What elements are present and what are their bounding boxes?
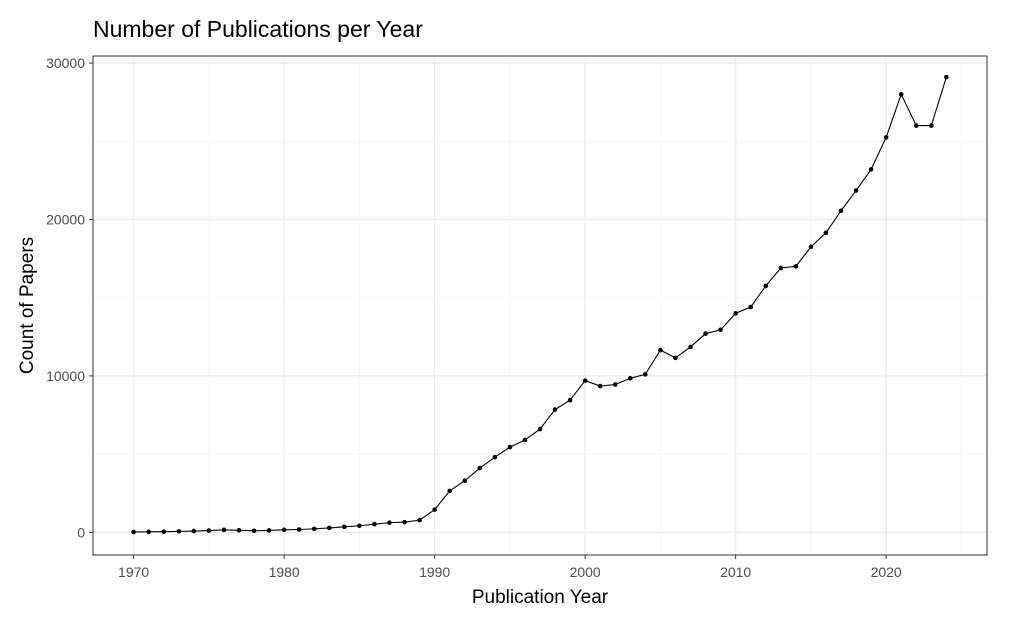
- data-point: [763, 283, 769, 289]
- data-point: [251, 528, 257, 534]
- data-point: [628, 375, 633, 381]
- panel-background: [93, 56, 987, 555]
- data-point: [477, 465, 483, 471]
- data-point: [612, 382, 618, 387]
- y-tick-label: 0: [77, 524, 85, 540]
- grid: [93, 56, 987, 555]
- data-point: [673, 355, 678, 361]
- data-point: [718, 327, 723, 333]
- data-point: [266, 528, 272, 533]
- data-point: [146, 529, 151, 535]
- data-point: [432, 507, 437, 512]
- data-point: [733, 311, 738, 316]
- data-point: [522, 437, 528, 443]
- x-tick-label: 2000: [570, 564, 601, 580]
- x-tick-label: 1990: [419, 564, 450, 580]
- data-point: [658, 347, 663, 353]
- data-point: [898, 92, 904, 97]
- data-point: [853, 188, 859, 193]
- x-tick-label: 1970: [118, 564, 149, 580]
- data-point: [342, 524, 347, 530]
- data-point: [703, 331, 708, 336]
- data-point: [567, 397, 573, 403]
- data-point: [492, 454, 498, 460]
- x-tick-label: 2010: [720, 564, 751, 580]
- data-point: [688, 344, 693, 350]
- data-point: [281, 527, 287, 533]
- y-tick-label: 20000: [46, 211, 85, 227]
- data-point: [372, 521, 377, 527]
- data-point: [778, 265, 784, 271]
- x-tick-label: 2020: [871, 564, 902, 580]
- data-point: [507, 444, 513, 450]
- data-points: [131, 74, 949, 535]
- data-point: [236, 527, 242, 533]
- data-point: [748, 304, 754, 310]
- data-point: [808, 244, 814, 250]
- chart-title: Number of Publications per Year: [93, 16, 423, 42]
- panel-border: [92, 55, 988, 556]
- data-point: [597, 383, 603, 389]
- data-point: [838, 208, 844, 214]
- data-point: [913, 123, 919, 128]
- data-point: [191, 528, 197, 534]
- y-tick-label: 10000: [46, 368, 85, 384]
- data-point: [402, 519, 407, 525]
- data-point: [868, 167, 874, 172]
- data-point: [221, 527, 227, 533]
- data-point: [929, 123, 934, 128]
- data-point: [311, 526, 317, 532]
- data-point: [161, 529, 167, 534]
- data-point: [883, 135, 889, 140]
- data-point: [387, 520, 392, 525]
- y-axis-title: Count of Papers: [17, 237, 38, 374]
- axes: 1970 1980 1990 2000 2010 2020 0 10000 20000 30000: [46, 55, 902, 580]
- data-point: [131, 529, 136, 535]
- data-point: [357, 523, 362, 529]
- data-point: [582, 378, 588, 383]
- x-axis-title: Publication Year: [472, 587, 609, 608]
- data-point: [462, 478, 468, 483]
- data-point: [944, 74, 949, 80]
- data-point: [793, 264, 799, 269]
- x-tick-label: 1980: [269, 564, 300, 580]
- data-point: [447, 488, 452, 494]
- data-point: [176, 529, 182, 534]
- data-point: [206, 528, 212, 533]
- data-point: [417, 517, 422, 523]
- data-point: [823, 230, 829, 236]
- data-point: [552, 407, 558, 412]
- y-tick-label: 30000: [46, 55, 85, 71]
- data-point: [296, 527, 302, 532]
- data-point: [537, 426, 543, 432]
- data-point: [643, 372, 648, 377]
- data-point: [326, 525, 332, 531]
